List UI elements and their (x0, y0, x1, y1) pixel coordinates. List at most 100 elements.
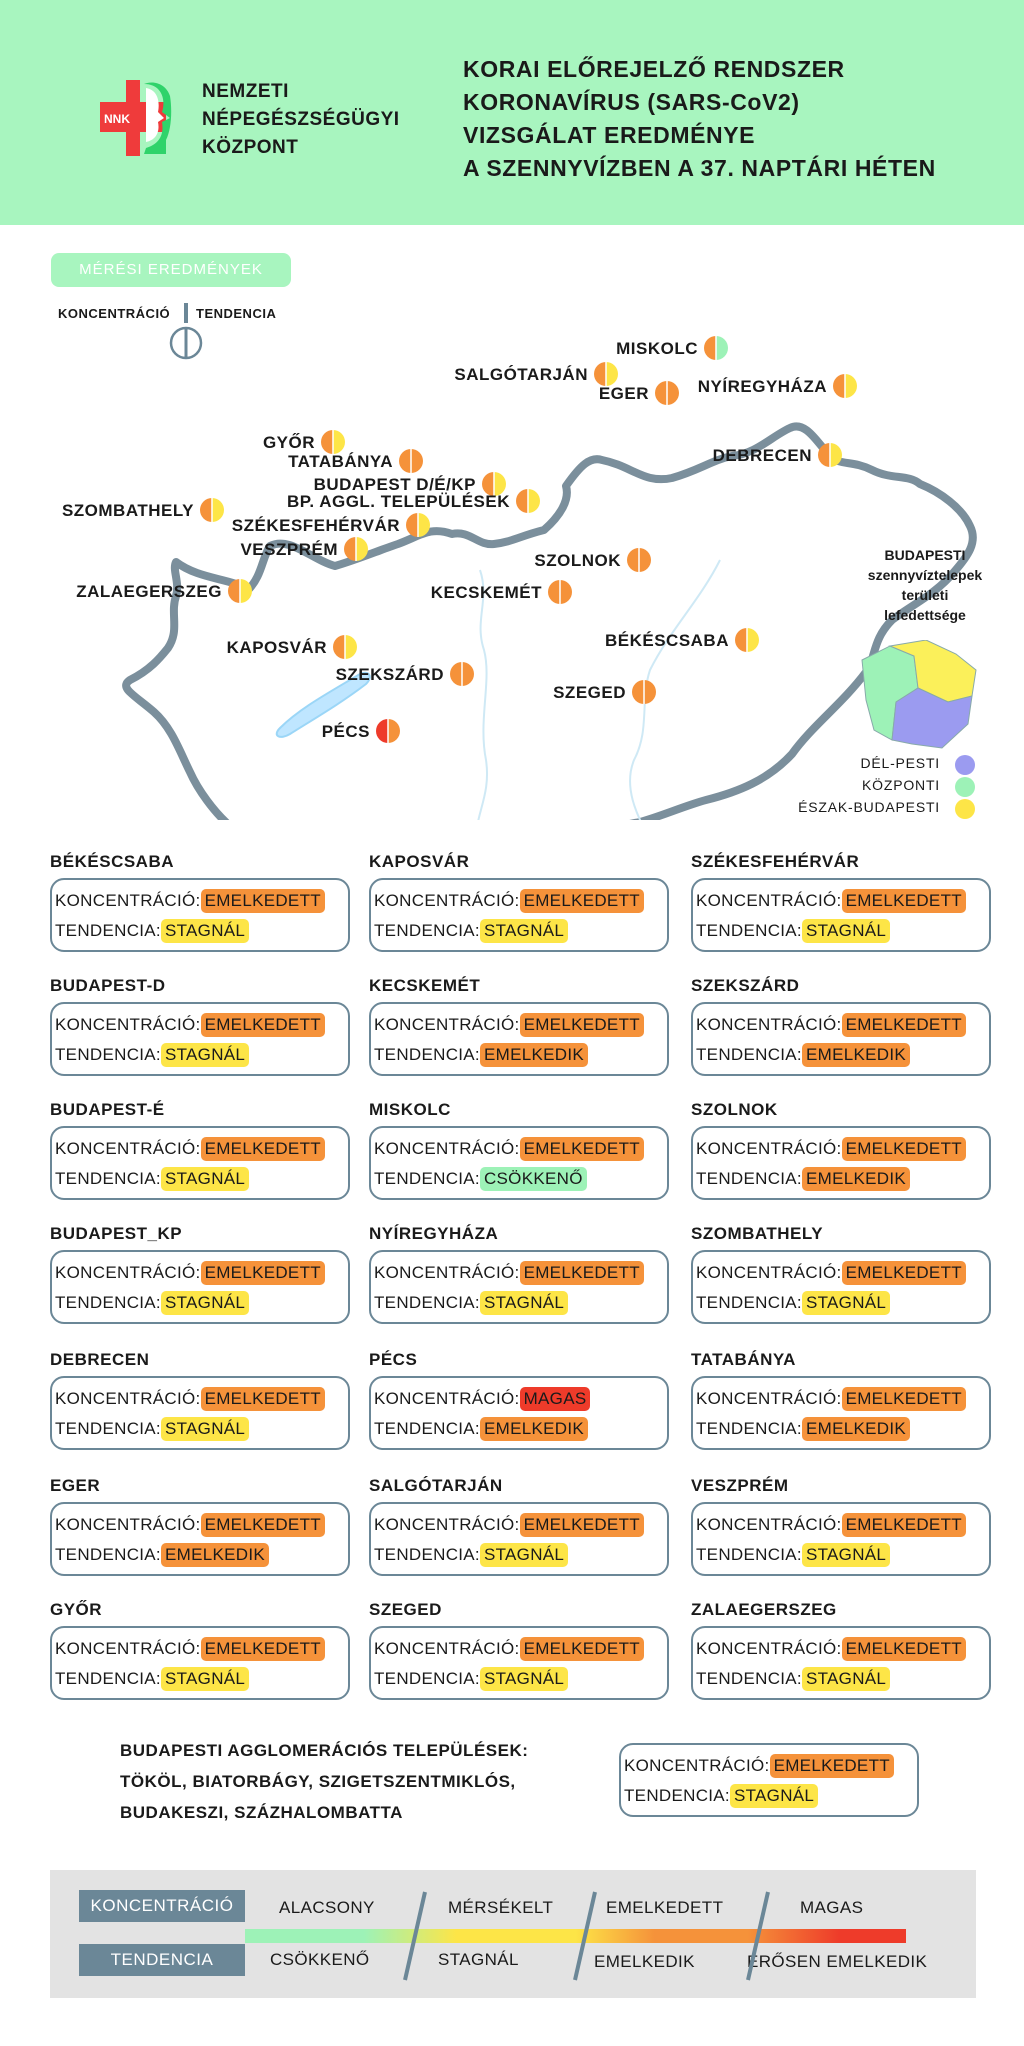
org-line: NÉPEGÉSZSÉGÜGYI (202, 109, 400, 130)
concentration-half (594, 362, 606, 386)
map-city-marker: EGER (599, 381, 679, 405)
concentration-half (632, 680, 644, 704)
logo-text: NNK (104, 112, 130, 126)
hungary-outline (122, 422, 977, 820)
map-city-label: SALGÓTARJÁN (454, 365, 588, 384)
result-box: KONCENTRÁCIÓ: EMELKEDETT TENDENCIA: STAGNÁ… (691, 878, 991, 952)
concentration-half (200, 498, 212, 522)
tend-value: STAGNÁL (160, 1291, 250, 1315)
tendency-half (240, 579, 252, 603)
map-city-label: DEBRECEN (713, 446, 812, 465)
conc-label: KONCENTRÁCIÓ: (696, 1639, 842, 1658)
result-box: KONCENTRÁCIÓ: EMELKEDETT TENDENCIA: STAGNÁ… (369, 1626, 669, 1700)
conc-label: KONCENTRÁCIÓ: (55, 1639, 201, 1658)
hungary-map: MISKOLC SALGÓTARJÁN EGER NYÍREGYHÁZA GYŐRTAT… (62, 336, 977, 820)
header-banner: NNK NEMZETI NÉPEGÉSZSÉGÜGYI KÖZPONT KORA… (0, 0, 1024, 225)
aggl-line: BUDAKESZI, SZÁZHALOMBATTA (120, 1803, 403, 1822)
city-name: BUDAPEST_KP (50, 1224, 183, 1243)
map-city-label: NYÍREGYHÁZA (698, 377, 827, 396)
tend-value: EMELKEDIK (801, 1043, 910, 1067)
lake-balaton (275, 671, 371, 738)
map-city-label: BUDAPEST D/É/KP (314, 475, 476, 494)
tend-label: TENDENCIA: (696, 1419, 802, 1438)
coverage-title-line: lefedettsége (884, 607, 966, 623)
conc-value: EMELKEDETT (519, 1137, 644, 1161)
tend-value: EMELKEDIK (801, 1167, 910, 1191)
tend-value: STAGNÁL (479, 1667, 569, 1691)
result-box: KONCENTRÁCIÓ: EMELKEDETT TENDENCIA: STAGNÁ… (691, 1250, 991, 1324)
conc-label: KONCENTRÁCIÓ: (374, 891, 520, 910)
district-dot (955, 777, 975, 797)
tendency-half (494, 472, 506, 496)
concentration-half (627, 548, 639, 572)
city-name: GYŐR (50, 1600, 103, 1619)
city-name: SZÉKESFEHÉRVÁR (691, 852, 860, 871)
map-city-marker: SZOLNOK (534, 548, 651, 572)
conc-label: KONCENTRÁCIÓ: (374, 1639, 520, 1658)
map-city-label: EGER (599, 384, 649, 403)
tendency-half (747, 628, 759, 652)
result-card: SZOMBATHELY KONCENTRÁCIÓ: EMELKEDETT TEND… (691, 1224, 991, 1324)
tend-value: STAGNÁL (160, 919, 250, 943)
tend-label: TENDENCIA: (696, 1169, 802, 1188)
conc-label: KONCENTRÁCIÓ: (55, 1263, 201, 1282)
tend-value: EMELKEDIK (801, 1417, 910, 1441)
tend-value: STAGNÁL (160, 1417, 250, 1441)
result-card: NYÍREGYHÁZA KONCENTRÁCIÓ: EMELKEDETT TEND… (369, 1224, 669, 1324)
result-box: KONCENTRÁCIÓ: EMELKEDETT TENDENCIA: STAGNÁ… (369, 1502, 669, 1576)
result-card: BUDAPEST-D KONCENTRÁCIÓ: EMELKEDETT TENDE… (50, 976, 350, 1076)
tendency-half (345, 635, 357, 659)
concentration-half (704, 336, 716, 360)
map-city-marker: NYÍREGYHÁZA (698, 374, 857, 398)
result-card: KAPOSVÁR KONCENTRÁCIÓ: EMELKEDETT TENDENC… (369, 852, 669, 952)
conc-value: EMELKEDETT (519, 1637, 644, 1661)
nnk-logo: NNK (100, 80, 172, 156)
result-card: KECSKEMÉT KONCENTRÁCIÓ: EMELKEDETT TENDEN… (369, 976, 669, 1076)
tendency-half (560, 580, 572, 604)
map-city-label: KECSKEMÉT (431, 583, 542, 602)
city-name: PÉCS (369, 1350, 418, 1369)
map-city-marker: ZALAEGERSZEG (76, 579, 252, 603)
map-city-label: SZEGED (553, 683, 626, 702)
key-concentration-label: KONCENTRÁCIÓ (58, 306, 171, 321)
scale-conc-level: MAGAS (800, 1898, 864, 1917)
conc-value: EMELKEDETT (769, 1754, 894, 1778)
conc-label: KONCENTRÁCIÓ: (374, 1139, 520, 1158)
conc-value: EMELKEDETT (200, 1261, 325, 1285)
conc-value: EMELKEDETT (841, 1637, 966, 1661)
result-card: SZÉKESFEHÉRVÁR KONCENTRÁCIÓ: EMELKEDETT T… (691, 852, 991, 952)
tendency-half (528, 489, 540, 513)
conc-label: KONCENTRÁCIÓ: (374, 1515, 520, 1534)
result-card: TATABÁNYA KONCENTRÁCIÓ: EMELKEDETT TENDEN… (691, 1350, 991, 1450)
tendency-half (716, 336, 728, 360)
agglomeration-result: KONCENTRÁCIÓ: EMELKEDETT TENDENCIA: STAGNÁ… (619, 1743, 919, 1817)
tendency-half (356, 537, 368, 561)
city-name: SALGÓTARJÁN (369, 1476, 503, 1495)
half-circle-key-icon (169, 326, 203, 360)
city-name: ZALAEGERSZEG (691, 1600, 837, 1619)
concentration-half (321, 430, 333, 454)
result-box: KONCENTRÁCIÓ: EMELKEDETT TENDENCIA: STAGNÁ… (691, 1502, 991, 1576)
conc-label: KONCENTRÁCIÓ: (55, 1389, 201, 1408)
result-card: DEBRECEN KONCENTRÁCIÓ: EMELKEDETT TENDENC… (50, 1350, 350, 1450)
district-label: KÖZPONTI (862, 777, 940, 793)
tendency-half (845, 374, 857, 398)
budapest-district-map (861, 640, 977, 749)
tend-label: TENDENCIA: (55, 1293, 161, 1312)
concentration-half (344, 537, 356, 561)
aggl-line: TÖKÖL, BIATORBÁGY, SZIGETSZENTMIKLÓS, (120, 1772, 516, 1791)
result-card: ZALAEGERSZEG KONCENTRÁCIÓ: EMELKEDETT TEN… (691, 1600, 991, 1700)
tend-label: TENDENCIA: (374, 921, 480, 940)
coverage-title-line: szennyvíztelepek (867, 567, 983, 583)
city-name: SZOMBATHELY (691, 1224, 824, 1243)
map-city-label: BP. AGGL. TELEPÜLÉSEK (287, 492, 510, 511)
map-city-label: ZALAEGERSZEG (76, 582, 222, 601)
map-city-marker: DEBRECEN (713, 443, 842, 467)
result-box: KONCENTRÁCIÓ: MAGAS TENDENCIA: EMELKEDIK (369, 1376, 669, 1450)
result-box: KONCENTRÁCIÓ: EMELKEDETT TENDENCIA: STAGNÁ… (50, 1002, 350, 1076)
map-city-marker: SZEGED (553, 680, 656, 704)
tend-label: TENDENCIA: (55, 921, 161, 940)
conc-label: KONCENTRÁCIÓ: (696, 1263, 842, 1282)
coverage-title-line: területi (901, 587, 949, 603)
map-city-marker: SZOMBATHELY (62, 498, 224, 522)
